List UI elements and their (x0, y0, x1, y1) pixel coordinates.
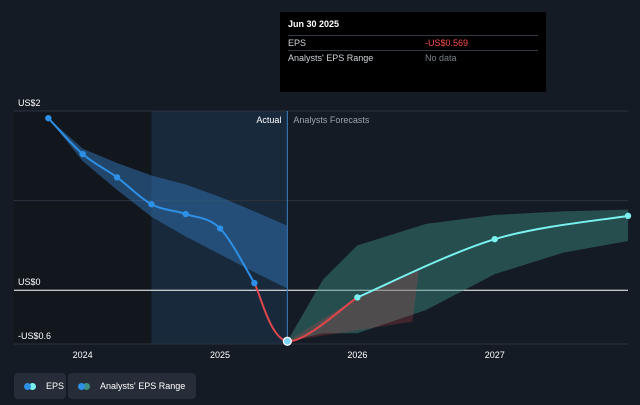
y-tick-label: US$2 (18, 98, 41, 108)
legend-eps[interactable]: EPS (14, 373, 66, 399)
eps-point (148, 201, 155, 208)
tooltip-range-label: Analysts' EPS Range (288, 53, 374, 63)
eps-range-band-forecast (287, 209, 628, 342)
eps-point (45, 114, 52, 122)
tooltip-eps-value: -US$0.569 (425, 38, 469, 48)
eps-range-band-actual (48, 118, 288, 289)
legend-range-label: Analysts' EPS Range (100, 381, 186, 391)
x-tick-label: 2025 (210, 350, 230, 360)
legend-range[interactable]: Analysts' EPS Range (68, 373, 196, 399)
eps-point (251, 279, 258, 287)
x-tick-label: 2027 (485, 350, 505, 360)
tooltip-range-value: No data (425, 53, 457, 63)
x-tick-label: 2026 (347, 350, 367, 360)
eps-point-forecast (491, 235, 498, 243)
eps-point (216, 225, 224, 232)
eps-point-forecast (624, 212, 632, 220)
eps-point-forecast (354, 294, 361, 301)
bridge-area (287, 267, 420, 342)
y-tick-label: US$0 (18, 277, 41, 287)
y-tick-label: -US$0.6 (18, 331, 51, 341)
tooltip-date: Jun 30 2025 (288, 19, 340, 29)
tooltip-row-range: Analysts' EPS Range No data (288, 50, 538, 65)
x-tick-label: 2024 (73, 350, 93, 360)
eps-point (113, 174, 121, 181)
range-legend-icon (78, 382, 93, 391)
eps-point (182, 210, 189, 218)
tooltip-eps-label: EPS (288, 38, 307, 48)
tooltip-row-eps: EPS -US$0.569 (288, 35, 538, 50)
past-shade (14, 111, 152, 344)
region-label-forecast: Analysts Forecasts (293, 115, 370, 125)
eps-point-highlight (282, 336, 292, 346)
eps-point (79, 150, 86, 158)
eps-legend-icon (24, 382, 39, 391)
tooltip: Jun 30 2025 EPS -US$0.569 Analysts' EPS … (280, 12, 546, 92)
region-label-actual: Actual (256, 115, 281, 125)
legend-eps-label: EPS (46, 381, 65, 391)
